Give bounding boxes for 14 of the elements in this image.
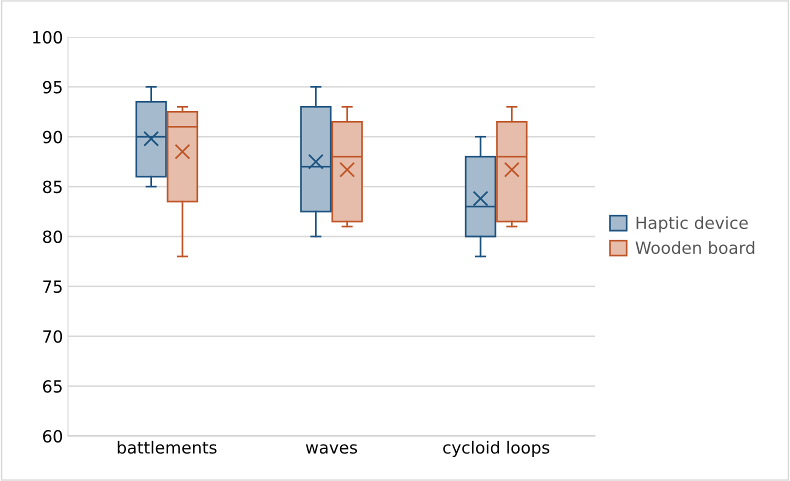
y-tick-label: 65 — [43, 380, 62, 393]
x-tick-label: waves — [306, 444, 358, 454]
x-tick-label: battlements — [118, 440, 217, 454]
y-tick-label: 70 — [43, 330, 62, 343]
y-tick-label: 80 — [43, 230, 62, 244]
legend-label: Wooden board — [636, 241, 754, 254]
x-tick-label: cycloid loops — [443, 440, 550, 457]
y-tick-label: 75 — [43, 280, 62, 293]
y-tick-label: 95 — [42, 80, 62, 94]
y-tick-label: 100 — [33, 30, 62, 44]
y-tick-label: 60 — [43, 430, 62, 443]
legend-label: Haptic device — [636, 216, 748, 232]
y-tick-label: 85 — [43, 180, 62, 194]
y-tick-label: 90 — [42, 130, 62, 144]
